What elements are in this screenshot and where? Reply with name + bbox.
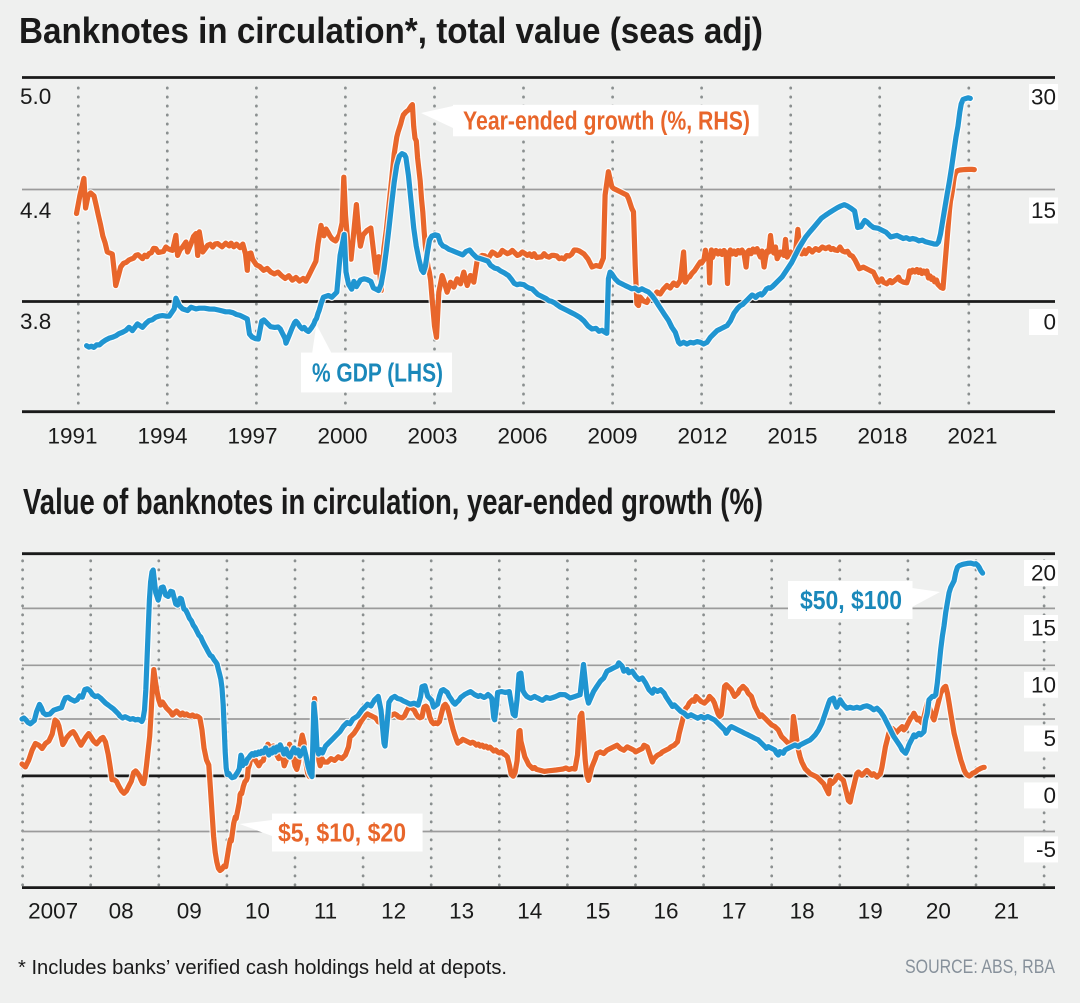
svg-text:2007: 2007 [28,899,78,924]
svg-text:2003: 2003 [407,424,457,449]
svg-text:13: 13 [449,899,474,924]
svg-text:16: 16 [653,899,678,924]
svg-text:15: 15 [585,899,610,924]
svg-text:15: 15 [1031,198,1056,223]
svg-text:0: 0 [1043,783,1056,808]
svg-text:0: 0 [1043,310,1056,335]
svg-text:12: 12 [381,899,406,924]
svg-text:$50, $100: $50, $100 [800,587,902,615]
svg-text:20: 20 [926,899,951,924]
svg-text:21: 21 [994,899,1019,924]
svg-text:Year-ended growth (%, RHS): Year-ended growth (%, RHS) [463,108,750,136]
svg-text:2015: 2015 [767,424,817,449]
svg-text:5: 5 [1043,726,1056,751]
svg-text:* Includes banks’ verified cas: * Includes banks’ verified cash holdings… [18,956,507,979]
svg-text:$5, $10, $20: $5, $10, $20 [278,820,406,848]
svg-text:2021: 2021 [947,424,997,449]
svg-text:1997: 1997 [227,424,277,449]
svg-text:09: 09 [177,899,202,924]
svg-text:Banknotes in circulation*, tot: Banknotes in circulation*, total value (… [19,10,763,51]
svg-text:1991: 1991 [47,424,97,449]
svg-text:1994: 1994 [137,424,187,449]
svg-text:17: 17 [722,899,747,924]
svg-text:2000: 2000 [317,424,367,449]
svg-text:11: 11 [314,899,337,924]
svg-text:% GDP (LHS): % GDP (LHS) [312,360,443,388]
svg-text:2018: 2018 [857,424,907,449]
svg-text:2009: 2009 [587,424,637,449]
svg-text:Value of banknotes in circulat: Value of banknotes in circulation, year-… [23,481,763,522]
svg-text:15: 15 [1031,616,1056,641]
svg-text:3.8: 3.8 [20,309,51,334]
svg-text:08: 08 [109,899,134,924]
svg-text:10: 10 [1031,672,1056,697]
svg-text:2012: 2012 [677,424,727,449]
svg-text:20: 20 [1031,561,1056,586]
svg-text:SOURCE: ABS, RBA: SOURCE: ABS, RBA [905,956,1055,978]
svg-text:5.0: 5.0 [20,84,51,109]
svg-text:2006: 2006 [497,424,547,449]
svg-text:10: 10 [245,899,270,924]
svg-text:30: 30 [1031,85,1056,110]
svg-text:-5: -5 [1036,837,1056,862]
svg-text:18: 18 [790,899,815,924]
svg-text:14: 14 [517,899,542,924]
svg-text:19: 19 [858,899,883,924]
svg-text:4.4: 4.4 [20,198,51,223]
